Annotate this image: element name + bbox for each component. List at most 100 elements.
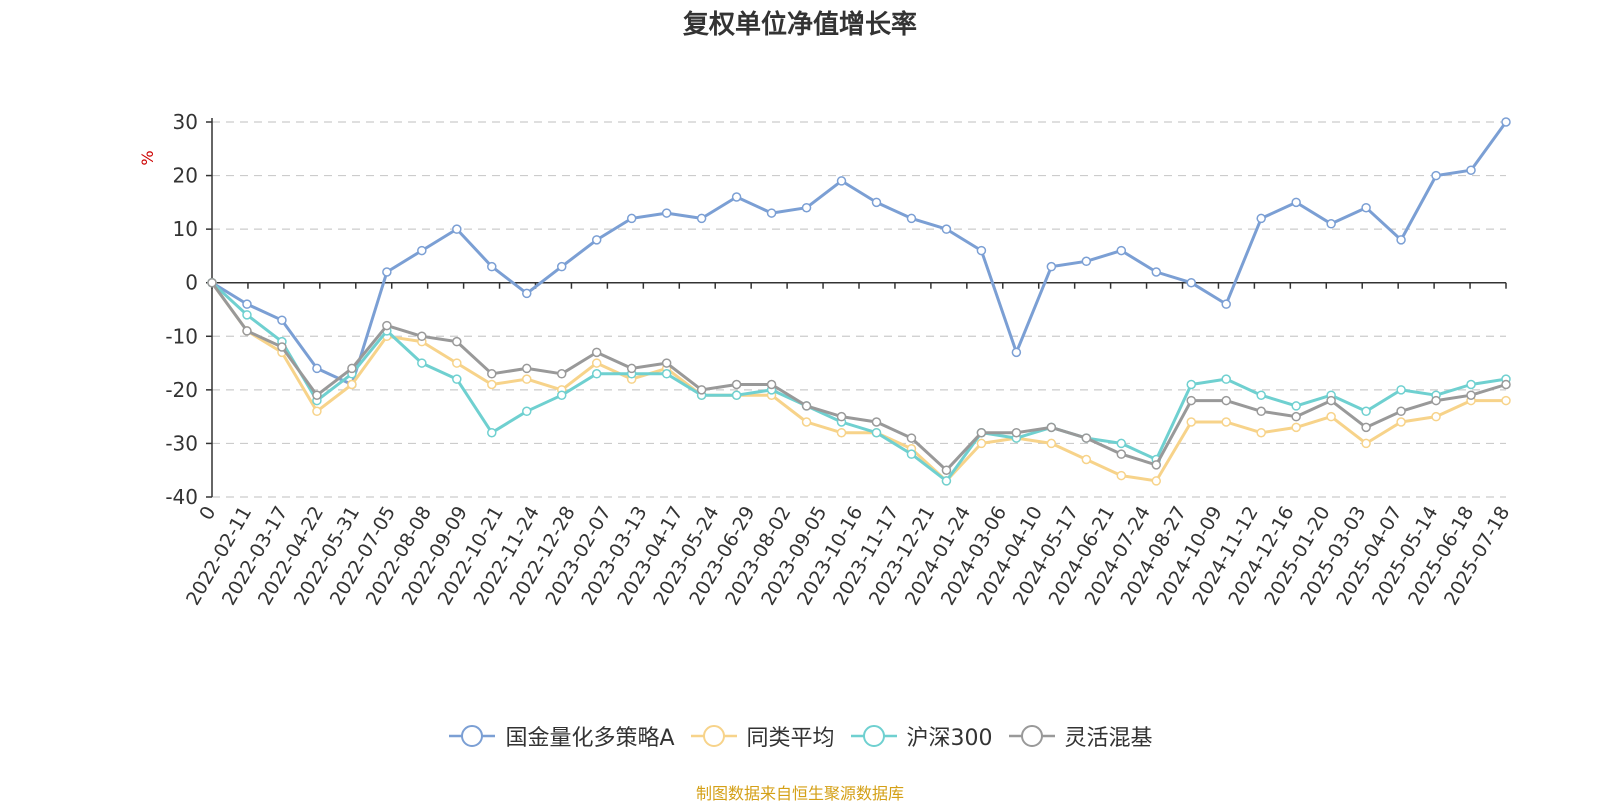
data-point[interactable] bbox=[242, 299, 252, 309]
data-point[interactable] bbox=[1291, 422, 1301, 433]
data-point[interactable] bbox=[731, 379, 742, 390]
data-point[interactable] bbox=[1501, 379, 1511, 390]
data-point[interactable] bbox=[731, 390, 742, 400]
data-point[interactable] bbox=[1466, 390, 1476, 400]
data-point[interactable] bbox=[1151, 476, 1162, 486]
data-point[interactable] bbox=[1431, 411, 1441, 422]
data-point[interactable] bbox=[487, 261, 497, 272]
data-point[interactable] bbox=[1431, 395, 1441, 406]
data-point[interactable] bbox=[1361, 422, 1371, 433]
data-point[interactable] bbox=[976, 245, 987, 256]
data-point[interactable] bbox=[1081, 433, 1092, 443]
data-point[interactable] bbox=[1361, 406, 1371, 417]
data-point[interactable] bbox=[277, 315, 287, 325]
data-point[interactable] bbox=[591, 235, 602, 245]
data-point[interactable] bbox=[487, 369, 497, 379]
data-point[interactable] bbox=[242, 310, 252, 320]
data-point[interactable] bbox=[1221, 374, 1231, 384]
data-point[interactable] bbox=[661, 369, 672, 379]
data-point[interactable] bbox=[1326, 411, 1336, 422]
data-point[interactable] bbox=[801, 401, 812, 411]
data-point[interactable] bbox=[906, 449, 917, 459]
data-point[interactable] bbox=[382, 320, 392, 331]
data-point[interactable] bbox=[1256, 390, 1266, 400]
data-point[interactable] bbox=[556, 369, 567, 379]
data-point[interactable] bbox=[556, 261, 567, 272]
data-point[interactable] bbox=[1396, 235, 1406, 245]
data-point[interactable] bbox=[661, 358, 672, 368]
data-point[interactable] bbox=[976, 427, 987, 438]
data-point[interactable] bbox=[836, 411, 847, 422]
data-point[interactable] bbox=[871, 417, 882, 427]
data-point[interactable] bbox=[591, 369, 602, 379]
data-point[interactable] bbox=[1361, 438, 1371, 449]
data-point[interactable] bbox=[1396, 406, 1406, 417]
data-point[interactable] bbox=[312, 406, 322, 417]
data-point[interactable] bbox=[1046, 438, 1057, 449]
data-point[interactable] bbox=[1186, 277, 1196, 288]
data-point[interactable] bbox=[1081, 454, 1092, 465]
data-point[interactable] bbox=[1396, 417, 1406, 427]
data-point[interactable] bbox=[452, 358, 462, 368]
data-point[interactable] bbox=[766, 208, 777, 218]
data-point[interactable] bbox=[277, 342, 287, 352]
data-point[interactable] bbox=[941, 476, 952, 486]
data-point[interactable] bbox=[417, 331, 427, 342]
data-point[interactable] bbox=[1221, 395, 1231, 406]
data-point[interactable] bbox=[1186, 395, 1196, 406]
data-point[interactable] bbox=[522, 288, 532, 299]
data-point[interactable] bbox=[871, 197, 882, 208]
data-point[interactable] bbox=[836, 176, 847, 186]
data-point[interactable] bbox=[382, 267, 392, 277]
data-point[interactable] bbox=[312, 390, 322, 400]
data-point[interactable] bbox=[626, 213, 637, 224]
data-point[interactable] bbox=[1151, 460, 1162, 470]
data-point[interactable] bbox=[661, 208, 672, 218]
legend-item-1[interactable]: 同类平均 bbox=[689, 720, 835, 752]
data-point[interactable] bbox=[487, 379, 497, 390]
data-point[interactable] bbox=[1116, 438, 1127, 449]
data-point[interactable] bbox=[1501, 395, 1511, 406]
data-point[interactable] bbox=[696, 385, 707, 395]
data-point[interactable] bbox=[417, 245, 427, 256]
data-point[interactable] bbox=[766, 379, 777, 390]
data-point[interactable] bbox=[487, 427, 497, 438]
data-point[interactable] bbox=[207, 277, 217, 288]
data-point[interactable] bbox=[347, 379, 357, 390]
data-point[interactable] bbox=[1081, 256, 1092, 267]
data-point[interactable] bbox=[1116, 470, 1127, 481]
data-point[interactable] bbox=[452, 374, 462, 384]
data-point[interactable] bbox=[1151, 267, 1162, 277]
data-point[interactable] bbox=[556, 390, 567, 400]
data-point[interactable] bbox=[1291, 411, 1301, 422]
data-point[interactable] bbox=[836, 427, 847, 438]
data-point[interactable] bbox=[591, 358, 602, 368]
data-point[interactable] bbox=[626, 363, 637, 374]
data-point[interactable] bbox=[1011, 427, 1022, 438]
data-point[interactable] bbox=[801, 202, 812, 213]
data-point[interactable] bbox=[1326, 395, 1336, 406]
data-point[interactable] bbox=[1256, 427, 1266, 438]
data-point[interactable] bbox=[1116, 449, 1127, 459]
data-point[interactable] bbox=[417, 358, 427, 368]
data-point[interactable] bbox=[941, 465, 952, 475]
data-point[interactable] bbox=[1291, 197, 1301, 208]
data-point[interactable] bbox=[1046, 261, 1057, 272]
data-point[interactable] bbox=[522, 406, 532, 417]
data-point[interactable] bbox=[1046, 422, 1057, 433]
data-point[interactable] bbox=[1466, 165, 1476, 175]
data-point[interactable] bbox=[1221, 417, 1231, 427]
data-point[interactable] bbox=[1396, 385, 1406, 395]
data-point[interactable] bbox=[312, 363, 322, 374]
data-point[interactable] bbox=[731, 192, 742, 202]
data-point[interactable] bbox=[906, 213, 917, 224]
legend-item-3[interactable]: 灵活混基 bbox=[1007, 720, 1153, 752]
data-point[interactable] bbox=[1361, 202, 1371, 213]
legend-item-2[interactable]: 沪深300 bbox=[849, 720, 993, 752]
data-point[interactable] bbox=[1186, 379, 1196, 390]
data-point[interactable] bbox=[1011, 347, 1022, 358]
data-point[interactable] bbox=[941, 224, 952, 234]
data-point[interactable] bbox=[522, 363, 532, 374]
data-point[interactable] bbox=[1186, 417, 1196, 427]
data-point[interactable] bbox=[1466, 379, 1476, 390]
